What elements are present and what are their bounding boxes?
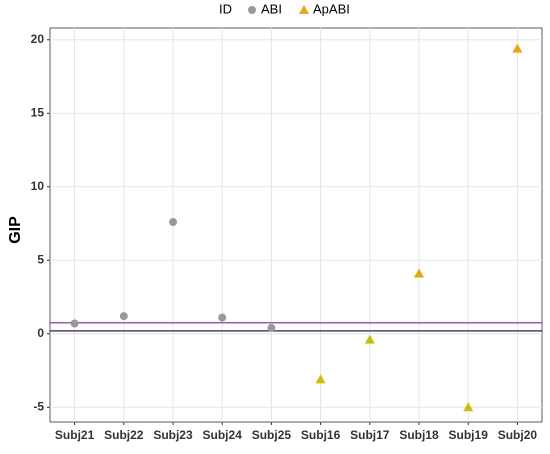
- y-tick-label: -5: [33, 399, 44, 413]
- plot-panel: [49, 27, 543, 423]
- legend-label: ApABI: [313, 1, 350, 16]
- circle-point: [169, 218, 177, 227]
- circle-point: [70, 319, 79, 328]
- triangle-point: [512, 43, 523, 53]
- x-tick-label: Subj25: [252, 428, 292, 442]
- y-tick-label: 15: [31, 105, 45, 119]
- circle-point: [119, 312, 128, 321]
- triangle-point: [414, 268, 424, 278]
- triangle-point: [463, 402, 474, 412]
- x-tick-label: Subj23: [153, 428, 193, 442]
- y-tick-label: 20: [31, 32, 45, 46]
- y-tick-label: 5: [37, 252, 44, 266]
- y-tick-label: 0: [37, 326, 44, 340]
- circle-point: [267, 323, 276, 332]
- x-tick-label: Subj20: [498, 428, 538, 442]
- x-tick-label: Subj22: [104, 428, 144, 442]
- legend-title: ID: [219, 1, 232, 16]
- triangle-point: [364, 334, 375, 344]
- x-tick-label: Subj16: [301, 428, 341, 442]
- triangle-point: [299, 5, 309, 14]
- legend-label: ABI: [261, 1, 282, 16]
- x-tick-label: Subj21: [55, 428, 95, 442]
- y-axis-label: GIP: [7, 216, 24, 244]
- x-tick-label: Subj18: [399, 428, 439, 442]
- circle-point: [218, 313, 227, 322]
- triangle-point: [315, 374, 326, 384]
- x-tick-label: Subj19: [449, 428, 489, 442]
- circle-point: [248, 6, 256, 14]
- y-tick-label: 10: [31, 179, 45, 193]
- x-tick-label: Subj17: [350, 428, 390, 442]
- x-tick-label: Subj24: [203, 428, 243, 442]
